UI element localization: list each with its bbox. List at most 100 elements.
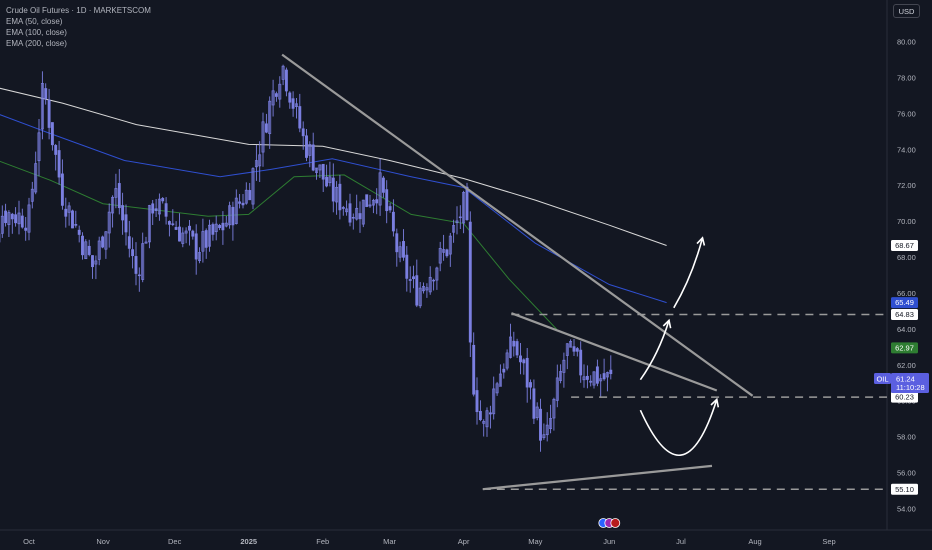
ema50-legend[interactable]: EMA (50, close) bbox=[6, 17, 63, 26]
candle-body bbox=[7, 212, 11, 225]
candle-body bbox=[395, 233, 399, 253]
candle-body bbox=[291, 98, 295, 109]
candle-body bbox=[134, 256, 138, 274]
candle-body bbox=[405, 254, 409, 279]
candle-body bbox=[44, 88, 48, 100]
projection-arrow bbox=[639, 399, 718, 456]
candle-body bbox=[20, 215, 24, 228]
candle-body bbox=[198, 252, 201, 262]
candle-body bbox=[40, 83, 44, 130]
price-badge-label: 55.10 bbox=[895, 485, 914, 494]
x-tick-label: Sep bbox=[822, 537, 835, 546]
chart-legend: Crude Oil Futures · 1D · MARKETSCOM EMA … bbox=[6, 5, 151, 49]
candle-body bbox=[368, 204, 372, 207]
price-badge-label: 62.97 bbox=[895, 344, 914, 353]
candle-body bbox=[569, 341, 573, 348]
candle-body bbox=[331, 177, 335, 202]
projection-arrowhead bbox=[662, 318, 672, 329]
candle-body bbox=[0, 215, 4, 234]
candle-body bbox=[34, 163, 38, 193]
y-tick-label: 62.00 bbox=[897, 361, 916, 370]
x-tick-label: Jun bbox=[603, 537, 615, 546]
candle-body bbox=[542, 434, 546, 439]
symbol-badge-label: OIL bbox=[876, 375, 888, 384]
candle-body bbox=[375, 199, 379, 204]
candle-body bbox=[211, 224, 215, 235]
x-tick-label: Oct bbox=[23, 537, 36, 546]
candle-body bbox=[184, 230, 188, 234]
candle-body bbox=[495, 383, 499, 394]
x-tick-label: Mar bbox=[383, 537, 396, 546]
trendline bbox=[511, 312, 718, 392]
candle-body bbox=[174, 227, 178, 230]
x-tick-label: Apr bbox=[458, 537, 470, 546]
y-tick-label: 76.00 bbox=[897, 109, 916, 118]
candle-body bbox=[311, 144, 315, 171]
candle-body bbox=[114, 188, 118, 198]
candle-body bbox=[74, 224, 78, 226]
candle-body bbox=[358, 213, 362, 220]
candle-body bbox=[228, 205, 232, 226]
candle-body bbox=[17, 212, 21, 225]
y-tick-label: 56.00 bbox=[897, 469, 916, 478]
candle-body bbox=[241, 202, 245, 206]
candle-body bbox=[141, 243, 145, 280]
candle-body bbox=[505, 352, 509, 369]
price-badge bbox=[891, 309, 918, 320]
candle-body bbox=[565, 343, 569, 356]
candle-body bbox=[472, 344, 476, 395]
currency-button[interactable]: USD bbox=[893, 4, 920, 18]
ema200-line bbox=[0, 87, 667, 246]
candle-body bbox=[94, 260, 98, 265]
candle-body bbox=[519, 355, 522, 363]
candle-body bbox=[555, 377, 559, 401]
candle-body bbox=[589, 380, 593, 383]
candle-body bbox=[418, 287, 422, 307]
candle-body bbox=[361, 199, 365, 225]
candle-body bbox=[308, 144, 312, 156]
candle-body bbox=[539, 408, 542, 441]
candle-body bbox=[385, 189, 389, 212]
candle-body bbox=[502, 368, 506, 373]
candle-body bbox=[315, 167, 318, 173]
candle-body bbox=[238, 201, 242, 204]
price-badge bbox=[891, 240, 918, 251]
chart-title: Crude Oil Futures · 1D · MARKETSCOM bbox=[6, 6, 151, 15]
candle-body bbox=[14, 214, 18, 224]
candle-body bbox=[425, 287, 429, 291]
candle-body bbox=[137, 274, 141, 277]
x-tick-label: Dec bbox=[168, 537, 182, 546]
candle-body bbox=[341, 207, 345, 209]
candle-body bbox=[191, 230, 195, 237]
candle-body bbox=[355, 207, 359, 220]
price-badge bbox=[891, 342, 918, 354]
ema200-legend[interactable]: EMA (200, close) bbox=[6, 39, 67, 48]
candle-body bbox=[398, 246, 402, 258]
candle-body bbox=[151, 203, 155, 214]
candle-body bbox=[60, 173, 64, 206]
projection-arrowhead bbox=[710, 397, 720, 408]
candle-body bbox=[178, 226, 181, 242]
candle-body bbox=[164, 203, 168, 217]
candle-body bbox=[605, 372, 609, 378]
candle-body bbox=[57, 150, 61, 178]
last-price-badge bbox=[891, 373, 929, 393]
candle-body bbox=[144, 241, 148, 244]
candle-body bbox=[50, 122, 54, 146]
candle-body bbox=[258, 154, 262, 167]
candle-body bbox=[305, 135, 308, 158]
candle-body bbox=[535, 406, 539, 419]
candle-body bbox=[415, 275, 419, 306]
candle-body bbox=[221, 222, 225, 231]
countdown-timer: 11:10:28 bbox=[896, 383, 925, 392]
candle-body bbox=[81, 235, 84, 256]
candle-body bbox=[465, 186, 469, 221]
candles bbox=[0, 64, 613, 452]
ema100-legend[interactable]: EMA (100, close) bbox=[6, 28, 67, 37]
candle-body bbox=[325, 176, 329, 187]
candle-body bbox=[295, 103, 298, 107]
candle-body bbox=[231, 206, 235, 226]
candle-body bbox=[462, 192, 466, 224]
candle-body bbox=[371, 199, 375, 206]
